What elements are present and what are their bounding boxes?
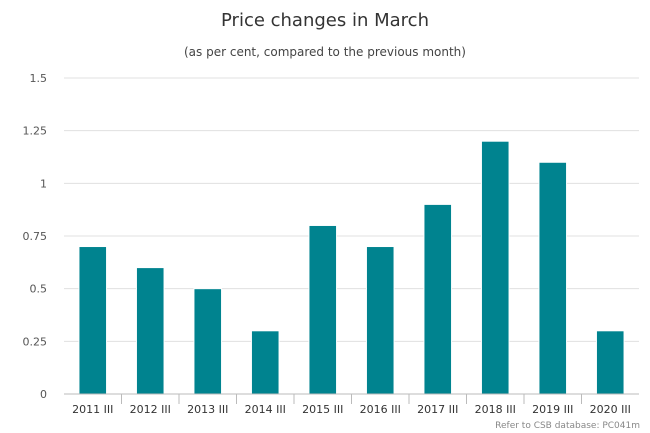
x-axis-ticks: 2011 III 2012 III 2013 III 2014 III 2015 III… xyxy=(72,394,631,416)
bar[interactable] xyxy=(308,224,338,395)
y-tick-label: 0.75 xyxy=(23,230,48,243)
x-tick-label: 2020 III xyxy=(590,403,631,416)
chart-subtitle: (as per cent, compared to the previous m… xyxy=(184,45,466,59)
bar[interactable] xyxy=(365,246,395,395)
x-tick-label: 2011 III xyxy=(72,403,113,416)
x-tick-label: 2018 III xyxy=(475,403,516,416)
y-tick-label: 1.25 xyxy=(23,125,48,138)
x-tick-label: 2015 III xyxy=(302,403,343,416)
y-axis-ticks: 0 0.25 0.5 0.75 1 1.25 1.5 xyxy=(23,72,48,401)
x-tick-label: 2013 III xyxy=(187,403,228,416)
x-tick-label: 2017 III xyxy=(417,403,458,416)
bar[interactable] xyxy=(538,161,568,395)
bars xyxy=(78,140,625,395)
x-tick-label: 2016 III xyxy=(360,403,401,416)
y-tick-label: 1 xyxy=(40,177,47,190)
bar[interactable] xyxy=(78,246,108,395)
bar[interactable] xyxy=(423,203,453,395)
bar[interactable] xyxy=(193,288,223,395)
chart-credit[interactable]: Refer to CSB database: PC041m xyxy=(495,421,640,431)
bar[interactable] xyxy=(135,267,165,395)
x-tick-label: 2014 III xyxy=(245,403,286,416)
y-tick-label: 0.25 xyxy=(23,335,48,348)
y-tick-label: 1.5 xyxy=(30,72,48,85)
bar[interactable] xyxy=(480,140,510,395)
x-tick-label: 2019 III xyxy=(532,403,573,416)
bar[interactable] xyxy=(595,330,625,395)
x-tick-label: 2012 III xyxy=(130,403,171,416)
bar[interactable] xyxy=(250,330,280,395)
y-tick-label: 0 xyxy=(40,388,47,401)
y-tick-label: 0.5 xyxy=(30,283,48,296)
chart-title: Price changes in March xyxy=(221,10,429,31)
